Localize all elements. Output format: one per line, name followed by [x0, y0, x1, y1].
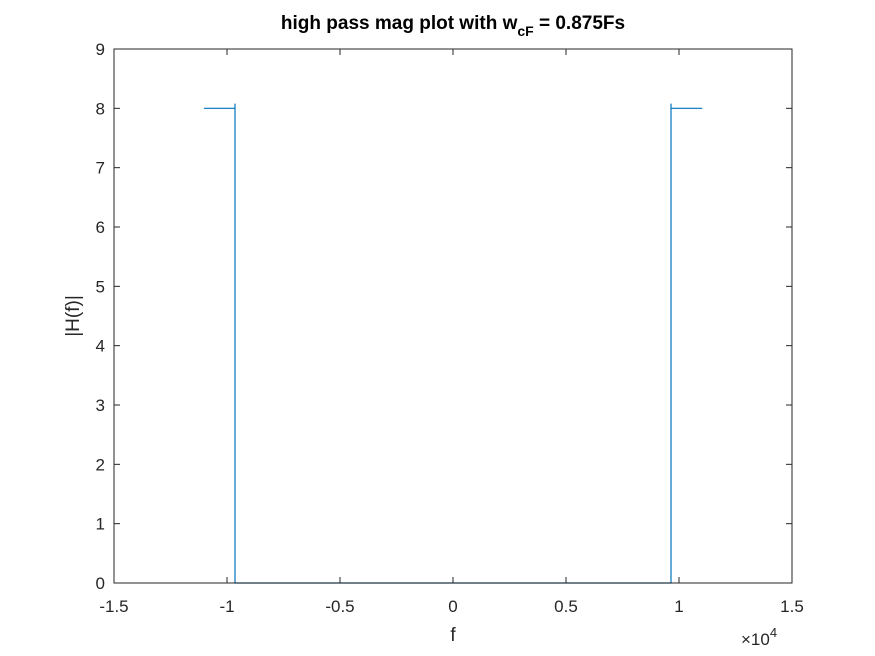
y-tick-label: 7 — [96, 159, 105, 178]
x-axis-exponent-power: 4 — [770, 625, 777, 640]
chart-title-suffix: = 0.875Fs — [534, 13, 625, 34]
plot-area — [114, 49, 792, 583]
y-tick-label: 0 — [96, 574, 105, 593]
y-tick-label: 8 — [96, 99, 105, 118]
x-tick-label: 1 — [674, 597, 683, 616]
y-tick-label: 3 — [96, 396, 105, 415]
x-tick-label: -0.5 — [325, 597, 354, 616]
x-tick-label: -1.5 — [99, 597, 128, 616]
chart-title-subscript: cF — [517, 23, 534, 39]
y-tick-label: 5 — [96, 277, 105, 296]
y-tick-label: 2 — [96, 455, 105, 474]
x-tick-label: -1 — [219, 597, 234, 616]
chart-title-main: high pass mag plot with w — [281, 13, 518, 34]
x-tick-label: 1.5 — [780, 597, 804, 616]
y-tick-label: 4 — [96, 337, 105, 356]
y-ticks: 0 1 2 3 4 5 6 7 8 9 — [96, 40, 792, 593]
x-ticks: -1.5 -1 -0.5 0 0.5 1 1.5 — [99, 49, 804, 616]
chart-title: high pass mag plot with wcF = 0.875Fs — [281, 13, 625, 39]
y-tick-label: 1 — [96, 515, 105, 534]
y-axis-label: |H(f)| — [63, 295, 84, 337]
x-axis-label: f — [450, 625, 456, 646]
y-tick-label: 6 — [96, 218, 105, 237]
y-tick-label: 9 — [96, 40, 105, 59]
x-axis-exponent-base: ×10 — [741, 630, 770, 649]
x-tick-label: 0.5 — [554, 597, 578, 616]
x-tick-label: 0 — [448, 597, 457, 616]
x-axis-exponent: ×104 — [741, 625, 777, 649]
